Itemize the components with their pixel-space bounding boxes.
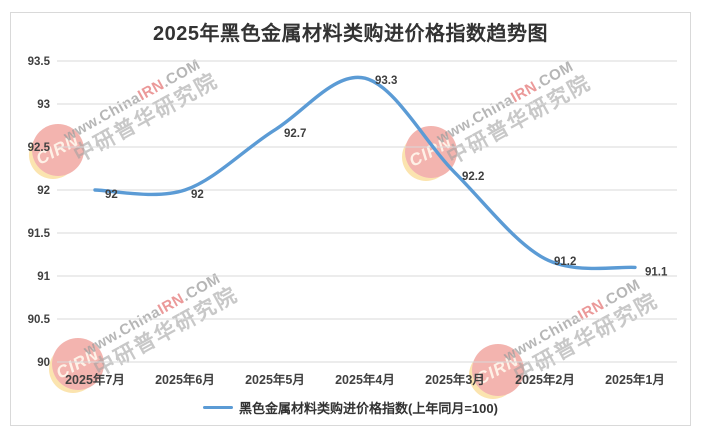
watermark-tile: CIRN www.ChinaIRN.COM 中研普华研究院 <box>472 276 662 396</box>
legend-label: 黑色金属材料类购进价格指数(上年同月=100) <box>239 401 498 416</box>
watermark-tile: CIRN www.ChinaIRN.COM 中研普华研究院 <box>32 56 222 176</box>
cirn-logo-icon: CIRN <box>472 344 524 396</box>
legend-line-marker-icon <box>203 406 234 409</box>
watermark-tile: CIRN www.ChinaIRN.COM 中研普华研究院 <box>52 270 242 390</box>
cirn-logo-icon: CIRN <box>32 124 84 176</box>
cirn-logo-icon: CIRN <box>52 338 104 390</box>
chart-legend: 黑色金属材料类购进价格指数(上年同月=100) <box>10 398 691 417</box>
watermark-tile: CIRN www.ChinaIRN.COM 中研普华研究院 <box>405 58 595 178</box>
chart-title: 2025年黑色金属材料类购进价格指数趋势图 <box>153 23 548 45</box>
